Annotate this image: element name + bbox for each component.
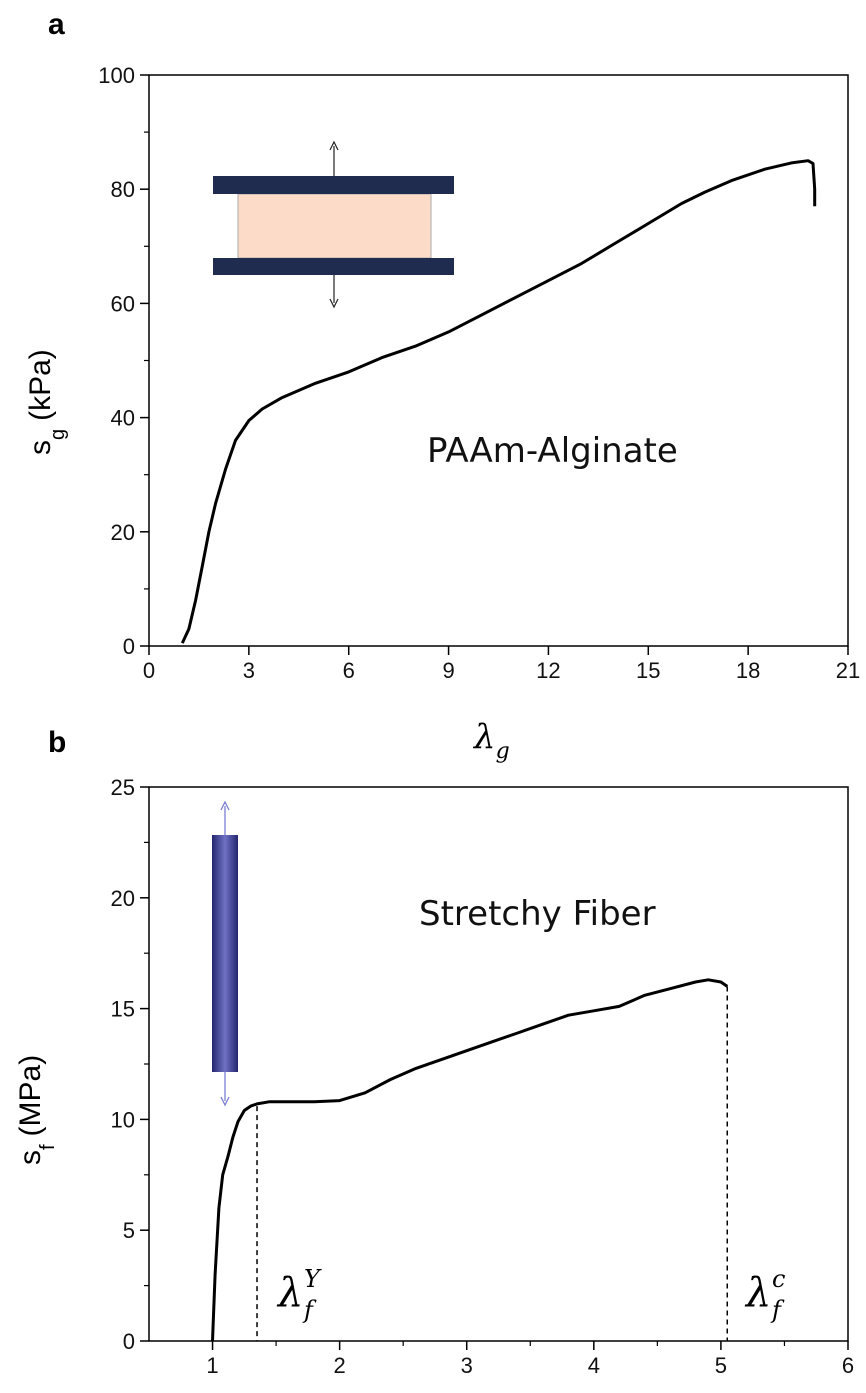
panel-b-stress-curve: [211, 978, 729, 1342]
panel-a-stress-curve: [180, 159, 817, 644]
y-tick-label: 60: [111, 291, 135, 316]
y-tick-label: 25: [111, 775, 135, 800]
inset-fiber-arrowhead-up: [220, 800, 230, 811]
y-tick-label: 40: [111, 406, 135, 431]
yield-stretch-superscript: Y: [304, 1265, 322, 1293]
x-tick-label: 6: [343, 658, 355, 683]
y-tick-label: 80: [111, 177, 135, 202]
panel-b-ticks: 1 2 3 4 5 6 0 5 10 15 20 25: [111, 775, 855, 1378]
y-tick-label: 5: [123, 1218, 135, 1243]
panel-a-xlabel: λg: [472, 717, 510, 764]
x-tick-label: 0: [143, 658, 155, 683]
panel-b-ylabel-subscript: f: [37, 1144, 59, 1150]
x-tick-label: 2: [334, 1353, 346, 1378]
x-tick-label: 21: [836, 658, 860, 683]
panel-b-ylabel-symbol: s: [14, 1150, 47, 1165]
x-tick-label: 9: [442, 658, 454, 683]
panel-a-ylabel-subscript: g: [47, 429, 69, 440]
break-stretch-superscript: c: [772, 1265, 785, 1293]
panel-b-annotation: Stretchy Fiber: [419, 894, 656, 934]
x-tick-label: 3: [243, 658, 255, 683]
x-tick-label: 1: [206, 1353, 218, 1378]
panel-b-letter: b: [48, 726, 66, 759]
y-tick-label: 10: [111, 1107, 135, 1132]
y-tick-label: 100: [98, 63, 135, 88]
break-stretch-subscript: f: [770, 1296, 785, 1324]
inset-gel-block: [237, 193, 432, 259]
y-tick-label: 0: [123, 1329, 135, 1354]
panel-a-ylabel-unit: (kPa): [24, 349, 57, 421]
x-tick-label: 3: [461, 1353, 473, 1378]
x-tick-label: 15: [636, 658, 660, 683]
panel-b: b 1 2 3 4 5 6 0 5 10 15 20 25 Stretchy Fiber λ Y f: [14, 726, 854, 1378]
y-tick-label: 20: [111, 886, 135, 911]
y-tick-label: 20: [111, 520, 135, 545]
yield-stretch-label: λ: [276, 1270, 303, 1316]
panel-a-ticks: 0 3 6 9 12 15 18 21 0 20 40 60 80 100: [98, 63, 860, 683]
y-tick-label: 0: [123, 634, 135, 659]
panel-a-inset-gel-diagram: [213, 140, 454, 309]
panel-b-inset-fiber-diagram: [212, 800, 238, 1107]
inset-fiber: [212, 835, 238, 1072]
x-tick-label: 5: [715, 1353, 727, 1378]
break-stretch-label: λ: [744, 1270, 771, 1316]
panel-a-ylabel-symbol: s: [24, 440, 57, 455]
yield-stretch-symbol: λ: [276, 1270, 303, 1316]
panel-a-xlabel-symbol: λ: [472, 717, 496, 757]
panel-a-ylabel: sg (kPa): [24, 349, 69, 455]
panel-a-annotation: PAAm-Alginate: [427, 431, 678, 471]
inset-fiber-arrowhead-down: [220, 1096, 230, 1107]
inset-top-plate: [213, 176, 454, 194]
panel-a-plot-frame: [148, 74, 849, 647]
x-tick-label: 12: [536, 658, 560, 683]
yield-stretch-subscript: f: [302, 1296, 317, 1324]
inset-bottom-plate: [213, 258, 454, 275]
panel-a-letter: a: [48, 8, 65, 41]
panel-a: a 0 3 6 9 12 15 18 21 0 20 40 60 80 100 PAAm-Alginate…: [24, 8, 860, 764]
inset-arrowhead-up: [329, 140, 339, 151]
panel-a-xlabel-subscript: g: [496, 739, 510, 764]
x-tick-label: 4: [588, 1353, 600, 1378]
x-tick-label: 18: [736, 658, 760, 683]
x-tick-label: 6: [842, 1353, 854, 1378]
break-stretch-symbol: λ: [744, 1270, 771, 1316]
y-tick-label: 15: [111, 997, 135, 1022]
inset-arrowhead-down: [329, 298, 339, 309]
panel-b-plot-frame: [148, 786, 849, 1342]
panel-b-ylabel: sf (MPa): [14, 1055, 59, 1165]
panel-b-ylabel-unit: (MPa): [14, 1055, 47, 1137]
